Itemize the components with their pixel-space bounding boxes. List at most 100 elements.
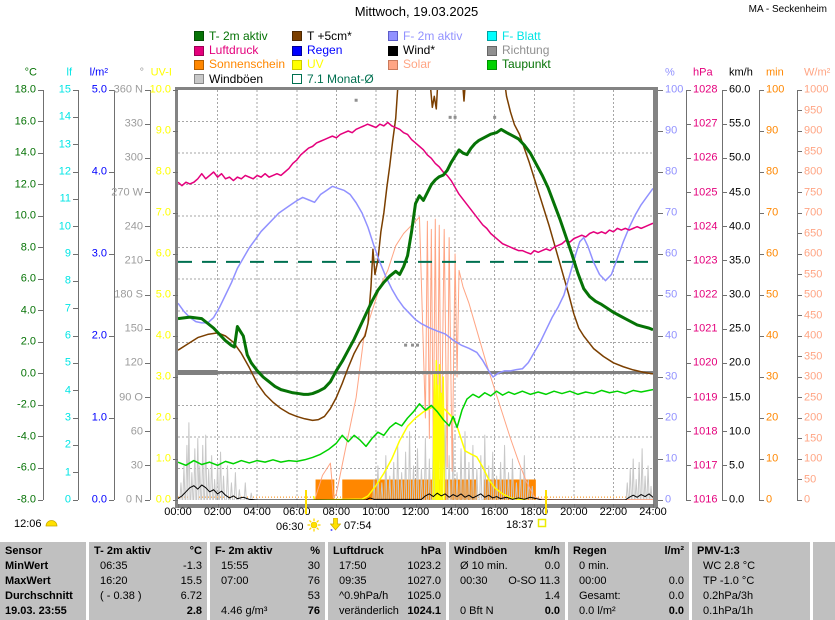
table-cell: ( - 0.38 ) <box>100 590 142 602</box>
axis-tick-label: 0.0 <box>729 493 745 506</box>
legend-item-12[interactable]: Windböen <box>194 72 292 86</box>
axis-tick-label: 200 <box>804 411 823 424</box>
moonset-time: 07:54 <box>344 520 372 532</box>
table-cell: 1027.0 <box>407 575 441 587</box>
axis-tick-label: 40 <box>665 329 678 342</box>
table-cell: ^0.9hPa/h <box>339 590 389 602</box>
axis-tick-label: 550 <box>804 268 823 280</box>
axis-tick-label: 650 <box>804 227 823 239</box>
legend-item-6[interactable]: Wind* <box>388 43 487 57</box>
axis-tick <box>38 247 43 249</box>
legend-item-11[interactable]: Taupunkt <box>487 58 607 72</box>
table-cell: 0.0 l/m² <box>579 605 616 617</box>
axis-tick <box>797 253 802 255</box>
legend-item-8[interactable]: Sonnenschein <box>194 58 292 72</box>
axis-tick <box>686 123 691 125</box>
plot-frame <box>175 87 658 508</box>
legend-item-9[interactable]: UV <box>292 58 388 72</box>
axis-tick-label: 90 O <box>119 391 143 403</box>
axis-tick-label: 40 <box>766 329 779 342</box>
axis-tick-label: 1.0 <box>91 411 107 424</box>
table-row: 17:50 1023.2 <box>328 559 446 574</box>
legend-item-0[interactable]: T- 2m aktiv <box>194 29 292 43</box>
table-cell: 0 Bft N <box>460 605 494 617</box>
axis-tick-label: 60.0 <box>729 83 751 96</box>
legend-item-1[interactable]: T +5cm* <box>292 29 388 43</box>
axis-tick <box>759 171 764 173</box>
axis-tick-label: 50 <box>766 288 779 301</box>
axis-tick-label: 5.0 <box>729 459 745 472</box>
axis-tick <box>686 157 691 159</box>
axis-tick-label: 12.0 <box>14 178 36 191</box>
axis-tick <box>722 431 727 433</box>
axis-tick-label: 25.0 <box>729 322 751 335</box>
axis-tick <box>145 465 150 467</box>
axis-tick-label: 50 <box>665 288 678 301</box>
legend-label: Luftdruck <box>209 43 259 58</box>
axis-tick-label: 1025 <box>693 186 718 198</box>
plot-area[interactable] <box>178 90 653 500</box>
legend-item-7[interactable]: Richtung <box>487 43 607 57</box>
axis-tick-label: 400 <box>804 329 823 342</box>
axis-tick <box>145 328 150 330</box>
table-cell: 1.4 <box>544 590 560 602</box>
sun-icon <box>307 518 321 535</box>
legend-item-3[interactable]: F- Blatt <box>487 29 607 43</box>
legend-item-4[interactable]: Luftdruck <box>194 43 292 57</box>
table-cell: 15.5 <box>180 575 202 587</box>
axis-tick <box>73 89 78 91</box>
axis-tick <box>797 315 802 316</box>
axis-tick-label: 10.0 <box>149 83 171 96</box>
table-header-row: Sensor <box>0 544 86 559</box>
legend-item-13[interactable]: 7.1 Monat-Ø <box>292 72 388 86</box>
axis-tick-label: 60 <box>130 425 143 438</box>
legend-item-2[interactable]: F- 2m aktiv <box>388 29 487 43</box>
axis-tick-label: 0.0 <box>20 367 36 380</box>
stats-table: Sensor MinWert MaxWert Durchschnitt 19.03. 2… <box>0 542 835 620</box>
axis-tick <box>797 294 802 296</box>
axis-tick <box>145 157 150 159</box>
table-cell: 0 min. <box>579 560 609 572</box>
table-cell: 76 <box>307 575 320 587</box>
table-row: 00:30 O-SO 11.3 <box>449 574 565 589</box>
axis-tick-label: 210 <box>124 254 143 267</box>
axis-tick <box>686 226 691 228</box>
axis-tick-label: 500 <box>804 288 823 301</box>
time-label: 16:00 <box>480 506 509 518</box>
axis-header-km/h: km/h <box>729 66 753 79</box>
axis-tick-label: 270 W <box>111 186 143 198</box>
table-row: ^0.9hPa/h 1025.0 <box>328 589 446 604</box>
table-cell: 09:35 <box>339 575 367 587</box>
axis-tick-label: 0 N <box>125 493 143 506</box>
axis-tick <box>722 294 727 296</box>
axis-tick-label: 30.0 <box>729 288 751 301</box>
axis-tick-label: 1019 <box>693 391 718 403</box>
axis-tick-label: 9.0 <box>155 124 171 137</box>
time-tick <box>217 504 219 508</box>
axis-tick <box>722 226 727 228</box>
axis-tick-label: 3.0 <box>155 370 171 383</box>
axis-tick-label: 6 <box>64 329 71 342</box>
axis-tick <box>759 294 764 296</box>
axis-tick <box>658 253 663 255</box>
axis-tick-label: 360 N <box>113 83 143 96</box>
axis-tick <box>722 465 727 467</box>
table-header-row: PMV-1:3 <box>692 544 810 559</box>
legend-item-10[interactable]: Solar <box>388 58 487 72</box>
axis-tick-label: 90 <box>665 124 678 137</box>
table-cell: 0.0 <box>668 575 684 587</box>
axis-tick-label: 20.0 <box>729 356 751 369</box>
table-cell: T- 2m aktiv <box>94 545 151 557</box>
table-row: MinWert <box>0 559 86 574</box>
time-tick <box>613 504 615 508</box>
axis-tick <box>73 253 78 255</box>
legend-item-5[interactable]: Regen <box>292 43 388 57</box>
axis-tick <box>73 116 78 118</box>
axis-tick <box>722 192 727 193</box>
axis-tick <box>686 362 691 364</box>
table-cell: WC 2.8 °C <box>703 560 756 572</box>
axis-tick <box>658 335 663 337</box>
time-label: 06:00 <box>282 506 311 518</box>
axis-tick-label: 15 <box>58 83 71 96</box>
axis-tick-label: 20 <box>665 411 678 424</box>
